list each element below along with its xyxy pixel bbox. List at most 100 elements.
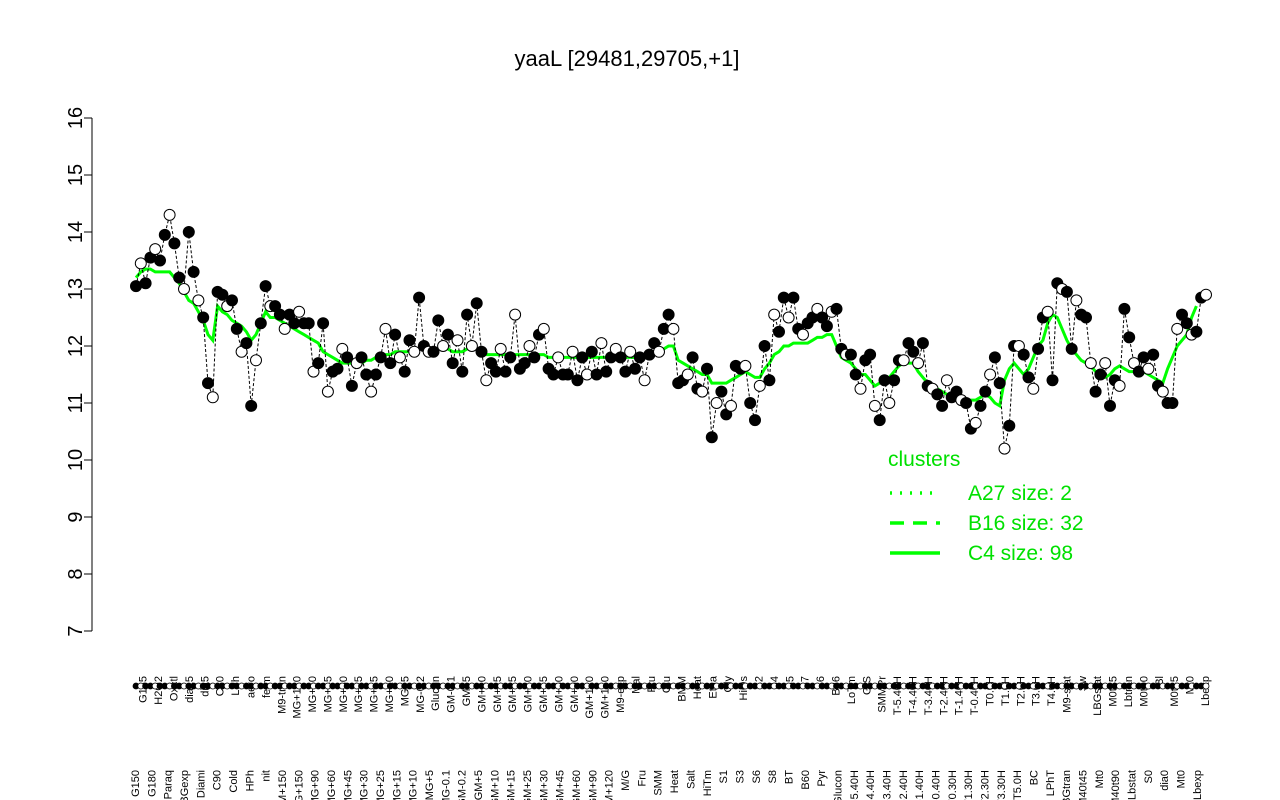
data-point (849, 368, 862, 381)
x-tick-label: GM+5 (473, 770, 485, 800)
x-tick-label: S6 (751, 770, 763, 783)
x-tick-label: GM+30 (523, 676, 535, 712)
data-point (936, 399, 949, 412)
data-point (456, 365, 469, 378)
x-tick-label: T0.30H (947, 770, 959, 800)
data-point (974, 399, 987, 412)
legend-entry-label: C4 size: 98 (968, 542, 1073, 565)
x-tick-label: Cold (228, 770, 240, 793)
data-point (907, 345, 920, 358)
x-tick-label: MG+15 (369, 676, 381, 712)
data-point (341, 351, 354, 364)
x-tick-label: Mt0 (1176, 770, 1188, 788)
data-point (701, 362, 713, 375)
data-point (897, 354, 910, 367)
data-point (278, 322, 291, 335)
x-tick-label: T1.30H (963, 770, 975, 800)
data-point (317, 317, 330, 330)
legend-title: clusters (888, 448, 960, 471)
x-tick-label: T-2.40H (938, 676, 950, 715)
x-tick-label: MG+15 (391, 770, 403, 800)
data-point (1084, 357, 1097, 370)
data-point (154, 254, 166, 267)
data-point (888, 374, 901, 387)
x-tick-label: LBGstat (1092, 676, 1104, 716)
data-point (1032, 342, 1045, 355)
data-point (552, 351, 565, 364)
x-tick-label: S3 (734, 770, 746, 783)
x-tick-label: MG-0.2 (415, 676, 427, 713)
x-tick-label: MG+60 (307, 676, 319, 712)
data-point (470, 297, 483, 310)
data-point (940, 374, 953, 387)
data-point (1118, 302, 1131, 315)
data-point (686, 351, 699, 364)
x-tick-label: Glucon (430, 676, 442, 711)
x-tick-label: T0.0H (985, 676, 997, 706)
x-tick-label: GM+60 (553, 676, 565, 712)
x-tick-label: T5.0H (1012, 770, 1024, 800)
x-tick-label: T-2.40H (898, 770, 910, 800)
data-point (629, 362, 641, 375)
data-point (134, 257, 147, 270)
x-tick-label: MG+5 (399, 676, 411, 706)
data-point (960, 397, 973, 409)
x-tick-label: MG-0.1 (440, 770, 452, 800)
data-point (710, 397, 723, 409)
data-point (696, 385, 709, 398)
x-tick-label: GM+90 (587, 770, 599, 800)
data-point (437, 340, 450, 352)
data-point (451, 334, 464, 347)
data-point (321, 385, 334, 398)
y-tick-label: 12 (65, 335, 87, 357)
x-tick-label: GM+25 (522, 770, 534, 800)
x-tick-label: T-0.40H (931, 770, 943, 800)
x-tick-label: M40t45 (1078, 770, 1090, 800)
x-tick-label: Diami (195, 770, 207, 798)
x-tick-label: dia0 (1159, 770, 1171, 791)
x-tick-label: LBGtran (1061, 770, 1073, 800)
x-tick-label: GM+120 (604, 770, 616, 800)
data-point (369, 368, 382, 381)
data-point (206, 391, 219, 404)
x-tick-label: M9-stat (1061, 676, 1073, 713)
data-point (585, 345, 598, 358)
x-tick-label: M9-exp (615, 676, 627, 713)
data-point (158, 228, 171, 241)
x-tick-label: GM+5 (461, 676, 473, 706)
data-point (1142, 362, 1155, 375)
data-point (389, 328, 402, 341)
x-tick-label: T4.0H (1046, 676, 1058, 706)
data-point (427, 345, 440, 358)
x-tick-label: T-3.40H (923, 676, 935, 715)
x-tick-label: T-1.40H (914, 770, 926, 800)
x-tick-label: H2O2 (153, 676, 165, 705)
data-point (1099, 357, 1112, 370)
data-point (1123, 331, 1136, 344)
data-point (868, 399, 881, 412)
data-point (873, 414, 886, 427)
x-tick-label: GM+15 (506, 770, 518, 800)
data-point (883, 397, 896, 409)
data-point (441, 328, 454, 341)
x-tick-label: GM+90 (569, 676, 581, 712)
data-point (984, 368, 997, 381)
data-point (216, 288, 229, 301)
data-point (854, 382, 867, 395)
data-point (662, 308, 675, 321)
x-tick-label: GM+45 (555, 770, 567, 800)
x-tick-label: Fru (636, 770, 648, 787)
x-tick-label: GM+10 (476, 676, 488, 712)
x-tick-label: Salt (685, 770, 697, 789)
data-point (931, 388, 944, 401)
data-point (461, 308, 474, 321)
x-tick-label: T-4.40H (908, 676, 920, 715)
data-point (576, 351, 589, 364)
data-point (1180, 317, 1193, 330)
data-point (413, 291, 426, 304)
legend-entry-label: B16 size: 32 (968, 512, 1084, 535)
data-point (1171, 322, 1184, 335)
data-point (1003, 419, 1016, 432)
data-point (509, 308, 522, 321)
x-tick-label: S8 (767, 770, 779, 783)
